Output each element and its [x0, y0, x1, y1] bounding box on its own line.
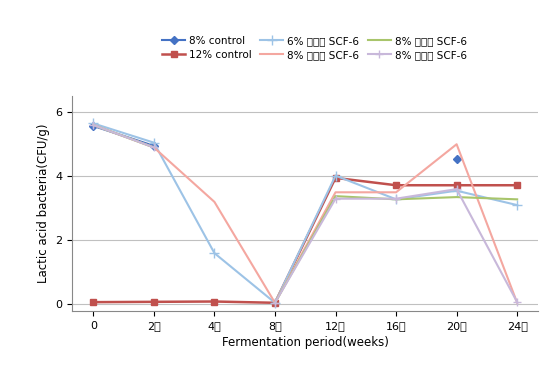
12% control — [332, 176, 339, 180]
8% control — [90, 124, 97, 128]
Line: 8% 보리국 SCF-6: 8% 보리국 SCF-6 — [89, 121, 521, 307]
Line: 12% control: 12% control — [90, 175, 520, 306]
8% 보리국 SCF-6 — [393, 196, 400, 201]
Line: 8% 쌌루국 SCF-6: 8% 쌌루국 SCF-6 — [93, 125, 517, 303]
6% 대두국 SCF-6 — [393, 197, 400, 202]
8% control — [453, 157, 460, 161]
8% 대두국 SCF-6 — [271, 300, 278, 305]
8% 보리국 SCF-6 — [150, 145, 157, 150]
Line: 6% 대두국 SCF-6: 6% 대두국 SCF-6 — [88, 118, 522, 307]
6% 대두국 SCF-6 — [271, 300, 278, 305]
6% 대두국 SCF-6 — [150, 141, 157, 145]
Line: 8% control: 8% control — [90, 123, 460, 161]
8% 쌌루국 SCF-6 — [453, 195, 460, 199]
12% control — [453, 183, 460, 188]
6% 대두국 SCF-6 — [332, 174, 339, 178]
8% control — [150, 144, 157, 148]
8% 대두국 SCF-6 — [90, 123, 97, 127]
12% control — [90, 300, 97, 305]
8% 대두국 SCF-6 — [211, 200, 218, 204]
8% 대두국 SCF-6 — [332, 190, 339, 195]
6% 대두국 SCF-6 — [453, 188, 460, 193]
8% 대두국 SCF-6 — [150, 145, 157, 150]
Legend: 8% control, 12% control, 6% 대두국 SCF-6, 8% 대두국 SCF-6, 8% 쌌루국 SCF-6, 8% 보리국 SCF-6: 8% control, 12% control, 6% 대두국 SCF-6, 8… — [159, 33, 470, 63]
8% 쌌루국 SCF-6 — [393, 197, 400, 202]
8% 보리국 SCF-6 — [90, 123, 97, 127]
8% 대두국 SCF-6 — [453, 142, 460, 147]
12% control — [211, 299, 218, 304]
8% 대두국 SCF-6 — [393, 190, 400, 195]
8% 대두국 SCF-6 — [514, 300, 521, 305]
8% 쌌루국 SCF-6 — [271, 300, 278, 305]
Line: 8% 대두국 SCF-6: 8% 대두국 SCF-6 — [93, 125, 517, 303]
Y-axis label: Lactic acid bacteria(CFU/g): Lactic acid bacteria(CFU/g) — [37, 124, 50, 283]
6% 대두국 SCF-6 — [514, 203, 521, 207]
X-axis label: Fermentation period(weeks): Fermentation period(weeks) — [222, 336, 388, 349]
8% 보리국 SCF-6 — [514, 300, 521, 305]
6% 대두국 SCF-6 — [211, 251, 218, 255]
8% 쌌루국 SCF-6 — [90, 123, 97, 127]
8% 보리국 SCF-6 — [332, 196, 339, 201]
12% control — [514, 183, 521, 188]
12% control — [271, 300, 278, 305]
12% control — [393, 183, 400, 188]
12% control — [150, 300, 157, 304]
6% 대두국 SCF-6 — [90, 121, 97, 126]
8% 보리국 SCF-6 — [453, 187, 460, 191]
8% 쌌루국 SCF-6 — [332, 194, 339, 198]
8% 쌌루국 SCF-6 — [514, 197, 521, 202]
8% 보리국 SCF-6 — [271, 300, 278, 305]
8% 쌌루국 SCF-6 — [150, 145, 157, 150]
